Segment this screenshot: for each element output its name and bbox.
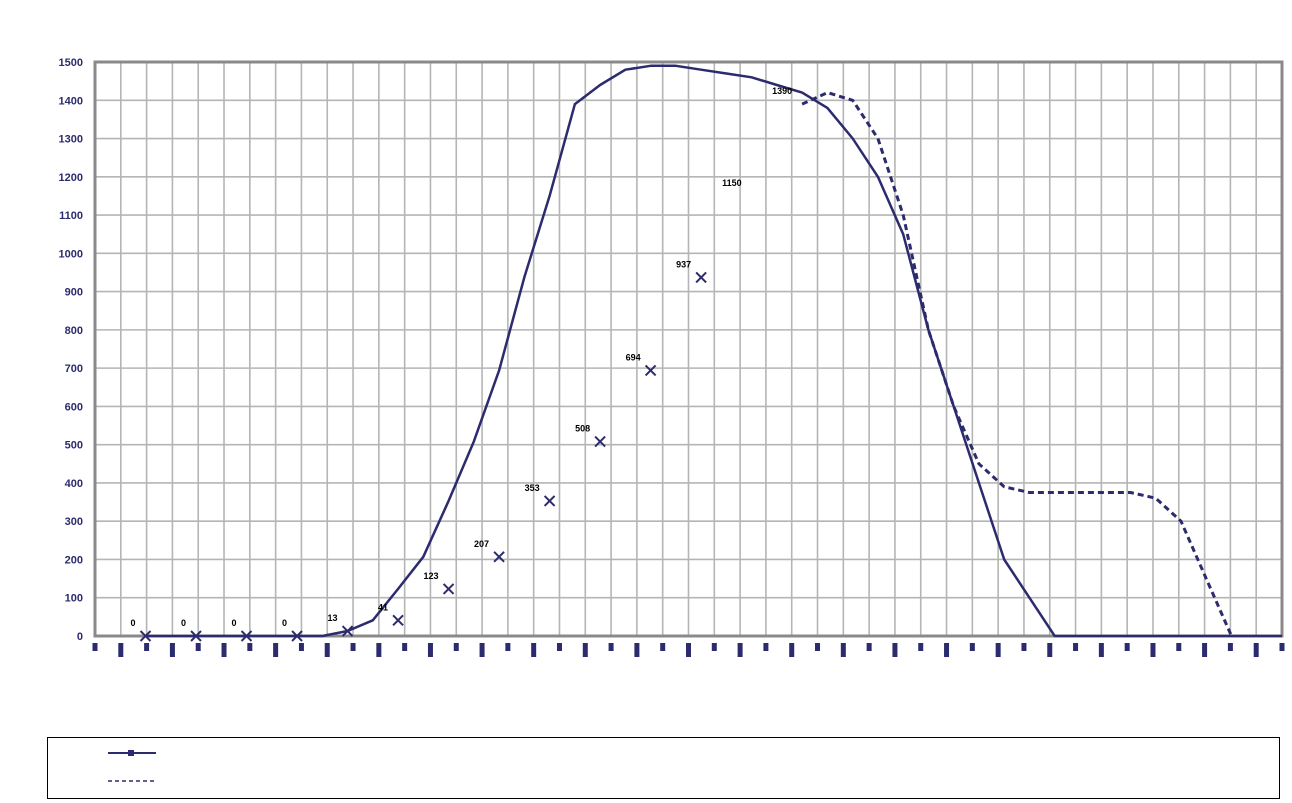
x-tick-mark xyxy=(841,643,846,657)
x-tick-mark xyxy=(686,643,691,657)
x-tick-mark xyxy=(273,643,278,657)
x-tick-labels xyxy=(93,643,1285,657)
x-tick-mark xyxy=(583,643,588,657)
y-tick-label: 300 xyxy=(65,516,83,528)
data-label: 0 xyxy=(282,618,287,628)
x-tick-mark xyxy=(944,643,949,657)
y-tick-label: 1100 xyxy=(59,210,83,222)
x-tick-mark xyxy=(996,643,1001,657)
y-tick-label: 900 xyxy=(65,287,83,299)
x-tick-mark xyxy=(660,643,665,651)
data-label: 13 xyxy=(328,613,338,623)
x-tick-mark xyxy=(789,643,794,657)
data-label: 207 xyxy=(474,539,489,549)
x-tick-mark xyxy=(299,643,304,651)
x-tick-mark xyxy=(428,643,433,657)
x-tick-mark xyxy=(557,643,562,651)
x-tick-mark xyxy=(325,643,330,657)
data-label: 694 xyxy=(626,352,641,362)
data-label: 0 xyxy=(232,618,237,628)
x-tick-mark xyxy=(376,643,381,657)
x-tick-mark xyxy=(93,643,98,651)
data-label: 353 xyxy=(525,483,540,493)
x-tick-mark xyxy=(1021,643,1026,651)
x-tick-mark xyxy=(170,643,175,657)
x-tick-mark xyxy=(1099,643,1104,657)
x-tick-mark xyxy=(505,643,510,651)
y-tick-label: 1300 xyxy=(59,134,83,146)
x-tick-mark xyxy=(712,643,717,651)
legend xyxy=(47,737,1280,799)
data-label: 937 xyxy=(676,259,691,269)
power-curve-chart: 0 100 200 300 400 500 600 700 800 900 1000 1100 1200… xyxy=(0,0,1292,735)
x-tick-mark xyxy=(402,643,407,651)
x-tick-mark xyxy=(454,643,459,651)
y-tick-label: 100 xyxy=(65,593,83,605)
x-tick-mark xyxy=(1176,643,1181,651)
x-tick-mark xyxy=(1073,643,1078,651)
x-tick-mark xyxy=(480,643,485,657)
legend-solid-line-icon xyxy=(108,748,156,758)
x-tick-mark xyxy=(918,643,923,651)
x-tick-mark xyxy=(351,643,356,651)
x-tick-mark xyxy=(892,643,897,657)
legend-entry-dashed xyxy=(108,774,162,788)
x-tick-mark xyxy=(763,643,768,651)
x-tick-mark xyxy=(531,643,536,657)
x-tick-mark xyxy=(144,643,149,651)
legend-entry-solid xyxy=(108,746,162,760)
data-label-layer: 0 0 0 0 13 41 123 207 353 508 694 937 1150 1390 xyxy=(130,86,792,628)
y-tick-label: 400 xyxy=(65,478,83,490)
y-tick-label: 200 xyxy=(65,554,83,566)
x-tick-mark xyxy=(1280,643,1285,651)
x-tick-mark xyxy=(1150,643,1155,657)
x-tick-mark xyxy=(970,643,975,651)
x-tick-mark xyxy=(1125,643,1130,651)
x-tick-mark xyxy=(738,643,743,657)
x-tick-mark xyxy=(222,643,227,657)
data-label: 0 xyxy=(130,618,135,628)
data-label: 1150 xyxy=(722,178,742,188)
x-tick-mark xyxy=(1228,643,1233,651)
x-tick-mark xyxy=(247,643,252,651)
y-tick-label: 500 xyxy=(65,440,83,452)
x-tick-mark xyxy=(1254,643,1259,657)
data-label: 1390 xyxy=(772,86,792,96)
x-tick-mark xyxy=(118,643,123,657)
x-tick-mark xyxy=(867,643,872,651)
data-label: 508 xyxy=(575,424,590,434)
y-tick-label: 800 xyxy=(65,325,83,337)
y-tick-label: 1000 xyxy=(59,248,83,260)
y-tick-label: 600 xyxy=(65,401,83,413)
y-tick-label: 1500 xyxy=(59,57,83,69)
x-tick-mark xyxy=(634,643,639,657)
x-tick-mark xyxy=(1202,643,1207,657)
x-tick-mark xyxy=(815,643,820,651)
y-tick-label: 700 xyxy=(65,363,83,375)
x-tick-mark xyxy=(196,643,201,651)
data-label: 0 xyxy=(181,618,186,628)
grid xyxy=(95,62,1282,636)
data-label: 123 xyxy=(424,571,439,581)
y-tick-label: 0 xyxy=(77,631,83,643)
series-dashed-line xyxy=(802,93,1231,636)
y-tick-label: 1200 xyxy=(59,172,83,184)
data-label: 41 xyxy=(378,602,388,612)
marker-layer xyxy=(141,272,707,641)
x-tick-mark xyxy=(609,643,614,651)
y-tick-labels: 0 100 200 300 400 500 600 700 800 900 1000 1100 1200… xyxy=(59,57,83,643)
x-tick-mark xyxy=(1047,643,1052,657)
y-tick-label: 1400 xyxy=(59,95,83,107)
legend-dashed-line-icon xyxy=(108,776,156,786)
